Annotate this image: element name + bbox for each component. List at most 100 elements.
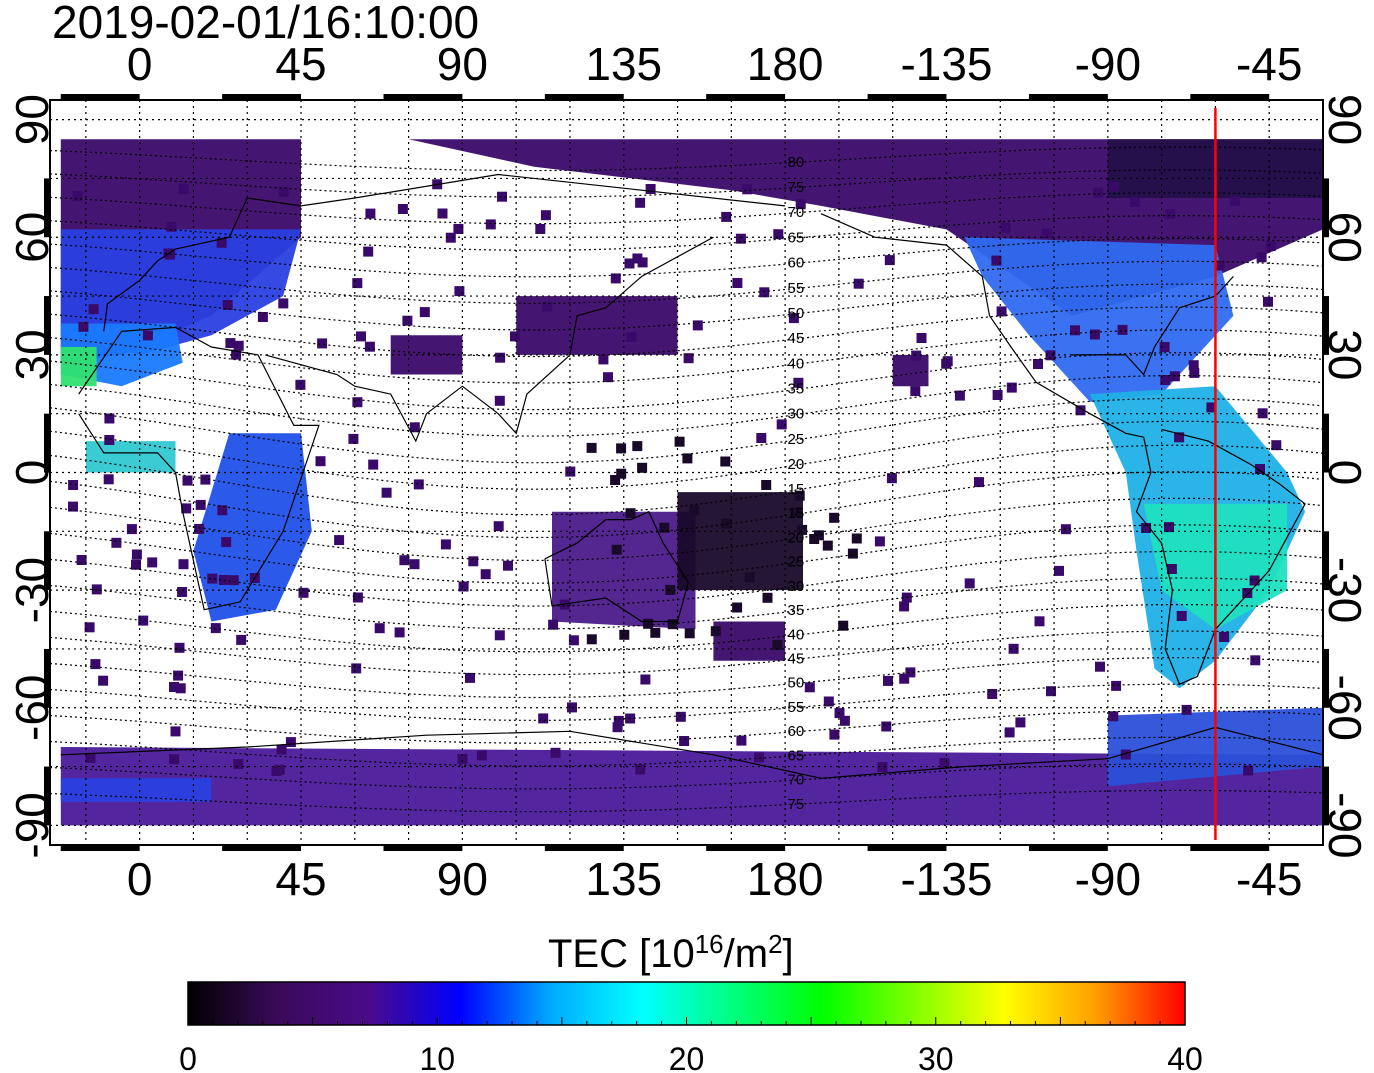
tec-pixel — [166, 221, 177, 232]
frame-tick — [222, 94, 302, 100]
tec-pixel — [1006, 382, 1017, 393]
tec-pixel — [1250, 655, 1261, 666]
frame-tick — [44, 413, 50, 473]
tec-pixel — [1120, 749, 1131, 760]
tec-pixel — [710, 626, 721, 637]
tec-pixel — [178, 184, 189, 194]
tec-pixel — [1160, 375, 1171, 385]
frame-tick — [1190, 94, 1270, 100]
frame-tick — [60, 845, 140, 851]
contour-label: 55 — [788, 280, 805, 297]
frame-tick — [60, 94, 140, 100]
tec-pixel — [643, 618, 654, 629]
tec-pixel — [111, 537, 122, 548]
tec-pixel — [352, 592, 363, 603]
tec-pixel — [637, 257, 648, 268]
timestamp: 2019-02-01/16:10:00 — [52, 0, 480, 48]
tec-pixel — [667, 619, 678, 630]
tec-region — [964, 237, 1234, 402]
tec-pixel — [480, 569, 491, 580]
tec-pixel — [542, 301, 553, 312]
tec-pixel — [645, 184, 656, 194]
frame-tick — [544, 845, 624, 851]
coastline — [103, 173, 786, 332]
latitude-labels: 90 90 60 60 30 30 0 0 -30 -30 -60 -60 -90 -90 — [6, 94, 1371, 859]
tec-pixel — [899, 601, 910, 612]
tec-region — [713, 621, 786, 661]
tec-pixel — [178, 559, 189, 570]
contour-label: 50 — [788, 305, 805, 322]
contour-label: 70 — [788, 204, 805, 221]
tec-pixel — [88, 304, 99, 315]
tec-pixel — [374, 623, 385, 634]
tec-pixel — [194, 523, 205, 534]
tec-pixel — [1169, 371, 1180, 382]
latitude-tick-label: 90 — [6, 94, 58, 145]
contour-label: 60 — [788, 255, 805, 272]
tec-pixel — [453, 224, 464, 234]
tec-pixel — [987, 689, 998, 699]
graticule — [50, 100, 1324, 845]
contour-label: 75 — [788, 796, 805, 813]
longitude-tick-label: -135 — [900, 853, 992, 905]
tec-pixel — [624, 258, 635, 269]
tec-pixel — [682, 453, 693, 464]
tec-pixel — [458, 581, 469, 592]
tec-pixel — [795, 199, 806, 210]
tec-pixel — [550, 747, 561, 758]
tec-pixel — [175, 683, 186, 694]
tec-pixel — [1249, 575, 1260, 586]
contour-line — [50, 306, 1323, 358]
tec-pixel — [1041, 228, 1052, 239]
tec-pixel — [465, 672, 475, 683]
tec-pixel — [797, 524, 808, 535]
latitude-tick-label: 60 — [1319, 212, 1371, 263]
tec-pixel — [233, 759, 244, 770]
tec-pixel — [823, 696, 834, 707]
colorbar-ticks: 0 10 20 30 40 — [179, 1017, 1203, 1073]
tec-pixel — [257, 312, 268, 322]
tec-pixel — [910, 386, 921, 397]
tec-pixel — [1089, 329, 1100, 340]
tec-pixel — [1070, 325, 1080, 336]
tec-pixel — [225, 338, 236, 349]
tec-pixel — [1093, 187, 1104, 198]
contour-line — [50, 497, 1323, 562]
frame-tick — [706, 94, 786, 100]
tec-pixel — [503, 560, 513, 571]
tec-region — [60, 347, 97, 387]
frame-tick — [44, 178, 50, 238]
tec-pixel — [1141, 523, 1152, 533]
tec-pixel — [131, 559, 141, 570]
tec-pixel — [1015, 717, 1026, 728]
contour-line — [50, 397, 1323, 464]
tec-pixel — [665, 584, 676, 595]
frame-tick — [1028, 94, 1108, 100]
contour-line — [50, 471, 1323, 539]
colorbar-tick-label: 40 — [1167, 1041, 1203, 1073]
tec-pixel — [1075, 405, 1086, 416]
contour-label: 30 — [788, 406, 805, 423]
contour-label: 15 — [788, 505, 805, 522]
tec-pixel — [991, 255, 1002, 266]
tec-pixel — [640, 674, 651, 685]
tec-pixel — [402, 315, 413, 326]
tec-pixel — [759, 287, 770, 298]
tec-pixel — [104, 413, 115, 424]
tec-pixel — [142, 330, 153, 341]
tec-pixel — [276, 744, 287, 755]
colorbar-tick-label: 30 — [918, 1041, 954, 1073]
tec-pixel — [762, 592, 773, 603]
tec-pixel — [674, 436, 685, 447]
tec-pixel — [1033, 359, 1043, 369]
contour-line — [50, 550, 1323, 607]
tec-pixel — [200, 474, 211, 485]
tec-pixel — [295, 379, 306, 390]
tec-pixel — [217, 505, 228, 516]
frame-tick — [44, 296, 50, 355]
tec-pixel — [853, 278, 864, 289]
tec-pixel — [610, 475, 621, 485]
tec-pixel — [170, 726, 181, 737]
tec-pixel — [884, 255, 895, 266]
tec-pixel — [732, 278, 743, 288]
